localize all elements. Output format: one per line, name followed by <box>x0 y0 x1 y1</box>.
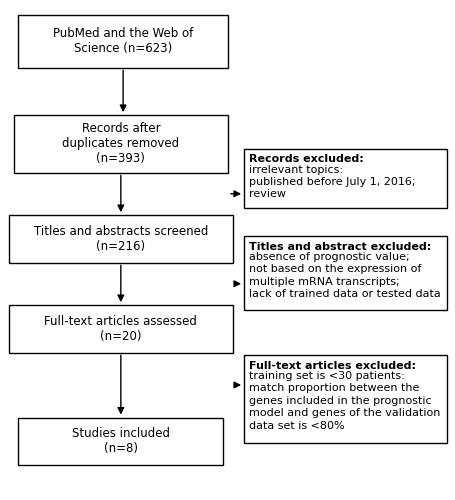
FancyBboxPatch shape <box>9 215 232 262</box>
Text: Studies included
(n=8): Studies included (n=8) <box>72 427 169 455</box>
Text: irrelevant topics:
published before July 1, 2016;
review: irrelevant topics: published before July… <box>248 164 414 200</box>
Text: Full-text articles assessed
(n=20): Full-text articles assessed (n=20) <box>44 315 197 343</box>
FancyBboxPatch shape <box>18 418 223 465</box>
Text: training set is <30 patients:
match proportion between the
genes included in the: training set is <30 patients: match prop… <box>248 371 439 430</box>
Text: Full-text articles excluded:: Full-text articles excluded: <box>248 361 415 371</box>
Text: Records excluded:: Records excluded: <box>248 154 363 164</box>
Text: Titles and abstracts screened
(n=216): Titles and abstracts screened (n=216) <box>34 225 207 253</box>
Text: absence of prognostic value;
not based on the expression of
multiple mRNA transc: absence of prognostic value; not based o… <box>248 252 440 299</box>
Text: Records after
duplicates removed
(n=393): Records after duplicates removed (n=393) <box>62 122 179 165</box>
Text: Titles and abstract excluded:: Titles and abstract excluded: <box>248 242 430 252</box>
FancyBboxPatch shape <box>243 236 446 310</box>
FancyBboxPatch shape <box>9 305 232 352</box>
Text: PubMed and the Web of
Science (n=623): PubMed and the Web of Science (n=623) <box>53 27 193 55</box>
FancyBboxPatch shape <box>18 15 228 68</box>
FancyBboxPatch shape <box>243 148 446 208</box>
FancyBboxPatch shape <box>14 115 228 172</box>
FancyBboxPatch shape <box>243 355 446 442</box>
